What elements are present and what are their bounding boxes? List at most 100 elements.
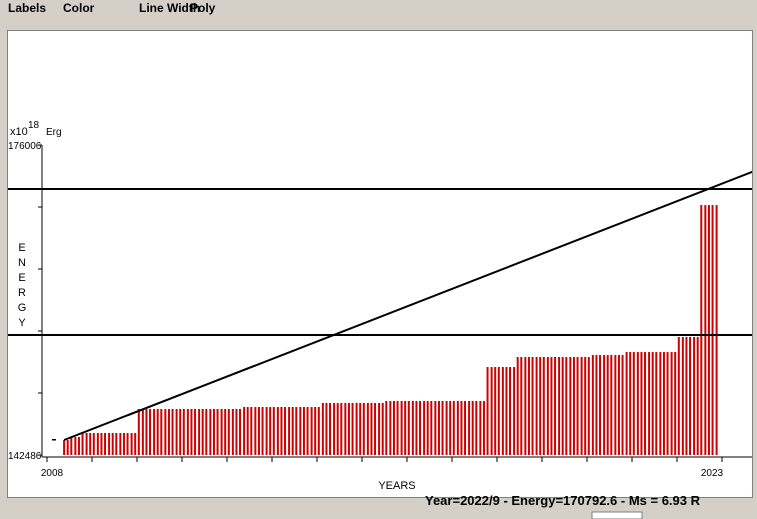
bar <box>216 408 219 455</box>
bar <box>700 205 703 455</box>
bar <box>434 400 437 455</box>
bar <box>321 402 324 455</box>
bar <box>599 355 602 455</box>
bar <box>333 402 336 455</box>
bar <box>167 408 170 455</box>
bar <box>629 352 632 455</box>
bar <box>452 400 455 455</box>
bar <box>194 408 197 455</box>
bar <box>70 437 73 455</box>
bar <box>509 367 512 455</box>
plot-area <box>8 170 752 455</box>
bar <box>310 407 313 455</box>
bar <box>415 400 418 455</box>
bar <box>392 400 395 455</box>
bar <box>96 432 99 455</box>
bar <box>239 408 242 455</box>
x-axis-label: YEARS <box>378 480 415 492</box>
bar <box>137 408 140 455</box>
bar <box>644 352 647 455</box>
menu-item[interactable]: Line Width <box>139 1 200 15</box>
bar <box>198 408 201 455</box>
menu-item[interactable]: Labels <box>8 1 46 15</box>
bar <box>505 367 508 455</box>
bar <box>640 352 643 455</box>
bar <box>419 400 422 455</box>
bar <box>516 357 519 455</box>
bar <box>696 337 699 455</box>
bar <box>381 402 384 455</box>
bar <box>314 407 317 455</box>
bar <box>104 432 107 455</box>
bar <box>325 402 328 455</box>
bar <box>497 367 500 455</box>
bar <box>261 407 264 455</box>
bar <box>81 432 84 455</box>
bar <box>284 407 287 455</box>
bar <box>160 408 163 455</box>
bar <box>171 408 174 455</box>
bar <box>711 205 714 455</box>
bar <box>299 407 302 455</box>
bar <box>621 355 624 455</box>
bar <box>468 400 471 455</box>
bar <box>479 400 482 455</box>
bar <box>149 408 152 455</box>
y-tick-label: 142486 <box>8 451 42 462</box>
bar <box>100 432 103 455</box>
bar <box>182 408 185 455</box>
bar <box>558 357 561 455</box>
bar <box>190 408 193 455</box>
bar <box>625 352 628 455</box>
bar <box>677 337 680 455</box>
bar <box>520 357 523 455</box>
bar <box>347 402 350 455</box>
bar <box>670 352 673 455</box>
bar <box>501 367 504 455</box>
bar <box>404 400 407 455</box>
y-unit: Erg <box>46 127 62 138</box>
scrollbar <box>591 511 643 519</box>
bar <box>632 352 635 455</box>
menu-item[interactable]: Color <box>63 1 95 15</box>
bar <box>246 407 249 455</box>
bar <box>126 432 129 455</box>
bar <box>89 432 92 455</box>
bar <box>250 407 253 455</box>
menu-item[interactable]: Poly <box>190 1 216 15</box>
bar <box>535 357 538 455</box>
bar <box>490 367 493 455</box>
bar <box>617 355 620 455</box>
bar <box>317 407 320 455</box>
bar <box>655 352 658 455</box>
bar <box>156 408 159 455</box>
bar <box>254 407 257 455</box>
bar <box>370 402 373 455</box>
bar <box>704 205 707 455</box>
bar <box>636 352 639 455</box>
bar <box>77 437 80 455</box>
bar <box>336 402 339 455</box>
bar <box>524 357 527 455</box>
bar <box>587 357 590 455</box>
bar <box>340 402 343 455</box>
bar <box>651 352 654 455</box>
bar <box>302 407 305 455</box>
y-unit-prefix: x10 <box>10 126 28 138</box>
bar <box>610 355 613 455</box>
bar <box>201 408 204 455</box>
bar <box>366 402 369 455</box>
bar <box>374 402 377 455</box>
bar <box>475 400 478 455</box>
status-text: Year=2022/9 - Energy=170792.6 - Ms = 6.9… <box>425 493 701 508</box>
bar <box>355 402 358 455</box>
bar <box>130 432 133 455</box>
x-tick-label: 2008 <box>41 468 64 479</box>
bar <box>231 408 234 455</box>
bar <box>306 407 309 455</box>
bar <box>385 400 388 455</box>
bar <box>693 337 696 455</box>
bar <box>407 400 410 455</box>
bar <box>674 352 677 455</box>
